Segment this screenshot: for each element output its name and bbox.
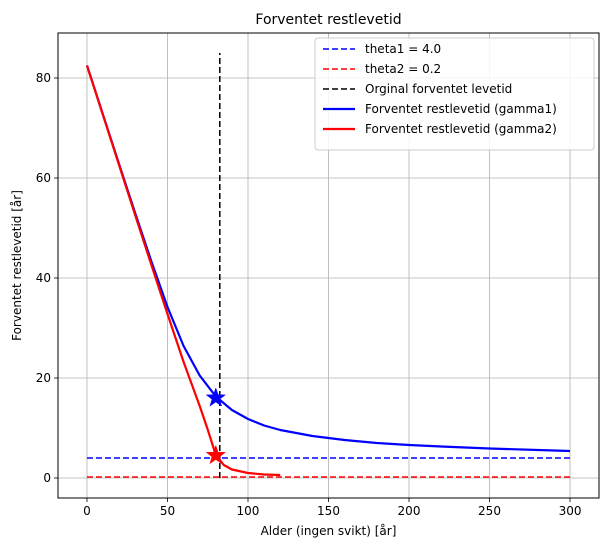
x-axis-label: Alder (ingen svikt) [år] — [261, 524, 397, 538]
y-tick-label: 80 — [36, 71, 51, 85]
x-tick-label: 250 — [478, 504, 501, 518]
y-tick-label: 40 — [36, 271, 51, 285]
x-tick-label: 50 — [160, 504, 175, 518]
star-marker — [205, 444, 227, 465]
x-tick-label: 0 — [83, 504, 91, 518]
legend-label: Forventet restlevetid (gamma2) — [365, 122, 557, 136]
x-tick-label: 100 — [237, 504, 260, 518]
legend-label: theta1 = 4.0 — [365, 42, 441, 56]
plot-series — [85, 53, 571, 478]
x-tick-label: 300 — [559, 504, 582, 518]
axis-ticks: 0 50 100 150 200 250 300 0 20 40 60 80 — [36, 71, 582, 518]
legend-label: Forventet restlevetid (gamma1) — [365, 102, 557, 116]
y-tick-label: 60 — [36, 171, 51, 185]
series-line-forventet-restlevetid-gamma2 — [85, 65, 281, 477]
x-tick-label: 150 — [317, 504, 340, 518]
plot-markers — [205, 387, 227, 465]
y-tick-label: 0 — [43, 471, 51, 485]
legend-label: theta2 = 0.2 — [365, 62, 441, 76]
chart-title: Forventet restlevetid — [255, 12, 401, 28]
legend-box — [314, 37, 595, 151]
y-tick-label: 20 — [36, 371, 51, 385]
legend: theta1 = 4.0 theta2 = 0.2 Orginal forvente… — [314, 37, 595, 151]
legend-label: Orginal forventet levetid — [365, 82, 512, 96]
star-marker — [205, 387, 227, 407]
y-axis-label: Forventet restlevetid [år] — [10, 190, 24, 341]
x-tick-label: 200 — [398, 504, 421, 518]
